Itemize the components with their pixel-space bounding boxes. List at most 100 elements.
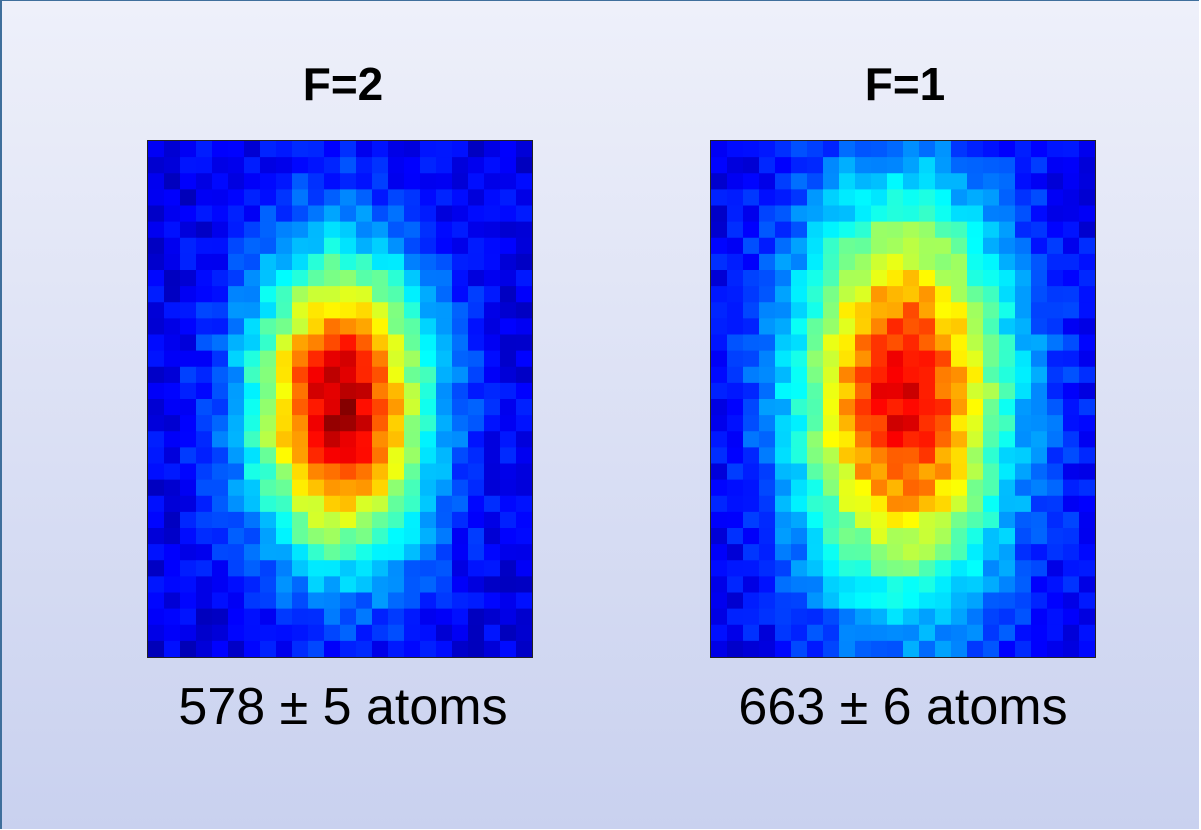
pixel: [356, 544, 373, 561]
pixel: [260, 608, 277, 626]
pixel: [1079, 270, 1095, 287]
pixel: [903, 302, 920, 319]
pixel: [775, 157, 792, 174]
pixel: [967, 221, 984, 239]
pixel: [292, 253, 309, 271]
pixel: [967, 479, 984, 497]
pixel: [516, 270, 532, 287]
pixel: [1031, 205, 1048, 223]
pixel: [196, 366, 213, 384]
pixel: [903, 157, 920, 174]
pixel: [196, 205, 213, 223]
pixel: [999, 560, 1016, 577]
pixel: [967, 205, 984, 223]
pixel: [340, 447, 357, 464]
pixel: [308, 221, 325, 239]
pixel: [711, 189, 728, 206]
pixel: [791, 511, 808, 529]
pixel: [727, 528, 744, 545]
pixel: [308, 608, 325, 626]
pixel: [1063, 495, 1080, 513]
pixel: [871, 544, 888, 561]
pixel: [1079, 318, 1095, 335]
pixel: [775, 173, 792, 190]
pixel: [276, 624, 293, 642]
pixel: [244, 382, 261, 400]
pixel: [404, 286, 421, 303]
pixel: [276, 350, 293, 368]
pixel: [983, 608, 1000, 626]
pixel: [791, 173, 808, 190]
pixel: [999, 544, 1016, 561]
pixel: [903, 205, 920, 223]
pixel: [436, 576, 453, 593]
pixel: [871, 334, 888, 352]
pixel: [260, 141, 277, 158]
pixel: [452, 495, 469, 513]
pixel: [180, 253, 197, 271]
pixel: [516, 560, 532, 577]
pixel: [855, 270, 872, 287]
pixel: [1031, 544, 1048, 561]
pixel: [388, 463, 405, 481]
pixel: [324, 463, 341, 481]
pixel: [1079, 431, 1095, 448]
pixel: [1015, 189, 1032, 206]
pixel: [855, 463, 872, 481]
pixel: [839, 592, 856, 610]
pixel: [1047, 544, 1064, 561]
pixel: [759, 221, 776, 239]
pixel: [244, 318, 261, 335]
pixel: [228, 495, 245, 513]
pixel: [276, 399, 293, 416]
pixel: [452, 302, 469, 319]
pixel: [340, 511, 357, 529]
pixel: [212, 189, 229, 206]
pixel: [500, 399, 517, 416]
pixel: [823, 544, 840, 561]
pixel: [919, 624, 936, 642]
pixel: [759, 560, 776, 577]
pixel: [839, 318, 856, 335]
pixel: [855, 189, 872, 206]
pixel: [516, 544, 532, 561]
pixel: [1063, 560, 1080, 577]
pixel: [1079, 302, 1095, 319]
pixel: [919, 608, 936, 626]
pixel: [436, 495, 453, 513]
pixel: [903, 382, 920, 400]
pixel: [340, 544, 357, 561]
pixel: [388, 350, 405, 368]
pixel: [887, 350, 904, 368]
pixel: [983, 189, 1000, 206]
pixel: [356, 205, 373, 223]
pixel: [1031, 334, 1048, 352]
pixel: [727, 350, 744, 368]
pixel: [516, 382, 532, 400]
pixel: [324, 205, 341, 223]
pixel: [919, 253, 936, 271]
pixel: [823, 528, 840, 545]
pixel: [388, 431, 405, 448]
pixel: [372, 511, 389, 529]
pixel: [452, 237, 469, 255]
pixel: [516, 479, 532, 497]
pixel: [1015, 560, 1032, 577]
pixel: [292, 447, 309, 464]
pixel: [1047, 399, 1064, 416]
pixel: [260, 205, 277, 223]
pixel: [839, 270, 856, 287]
pixel: [356, 334, 373, 352]
pixel: [452, 463, 469, 481]
pixel: [356, 173, 373, 190]
pixel: [292, 431, 309, 448]
pixel: [983, 173, 1000, 190]
pixel: [775, 399, 792, 416]
pixel: [1015, 399, 1032, 416]
pixel: [244, 334, 261, 352]
pixel: [711, 205, 728, 223]
pixel: [516, 415, 532, 432]
pixel: [871, 608, 888, 626]
pixel: [807, 157, 824, 174]
pixel: [404, 318, 421, 335]
